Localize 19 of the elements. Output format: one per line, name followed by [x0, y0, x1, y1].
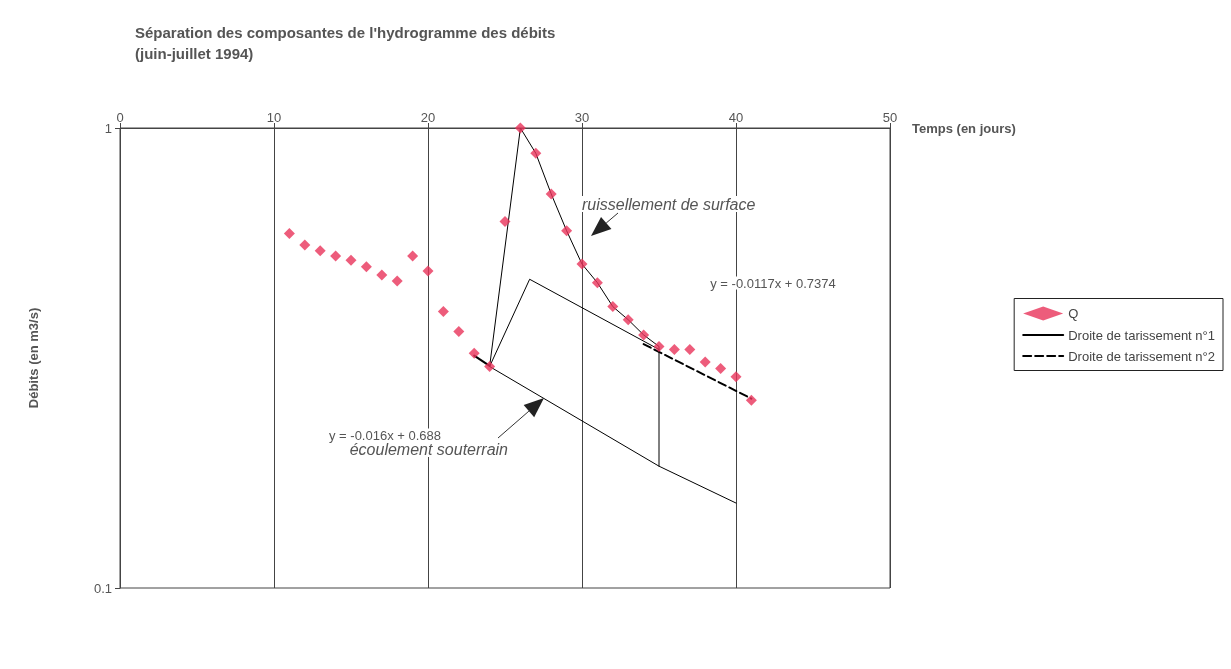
chart-title: Séparation des composantes de l'hydrogramme des débits: [135, 24, 556, 41]
annotation: y = -0.0117x + 0.7374: [710, 275, 836, 291]
y-tick-label: 1: [104, 120, 112, 136]
x-tick-label: 40: [728, 110, 744, 125]
x-tick-label: 20: [420, 110, 436, 125]
x-tick-label: 50: [882, 110, 898, 125]
annotation: y = -0.016x + 0.688: [328, 427, 442, 443]
annotation: ruissellement de surface: [582, 195, 756, 213]
x-tick-label: 0: [116, 110, 124, 125]
legend-label: Droite de tarissement n°2: [1068, 348, 1216, 364]
y-tick-label: 0.1: [93, 580, 112, 596]
x-tick-label: 10: [266, 110, 282, 125]
chart-subtitle: (juin-juillet 1994): [135, 45, 254, 62]
x-tick-label: 30: [574, 110, 590, 125]
x-axis-title: Temps (en jours): [912, 120, 1016, 136]
y-axis-title: Débits (en m3/s): [26, 307, 41, 409]
annotation: écoulement souterrain: [349, 440, 509, 458]
legend-label: Q: [1068, 306, 1079, 321]
legend-label: Droite de tarissement n°1: [1068, 327, 1216, 343]
